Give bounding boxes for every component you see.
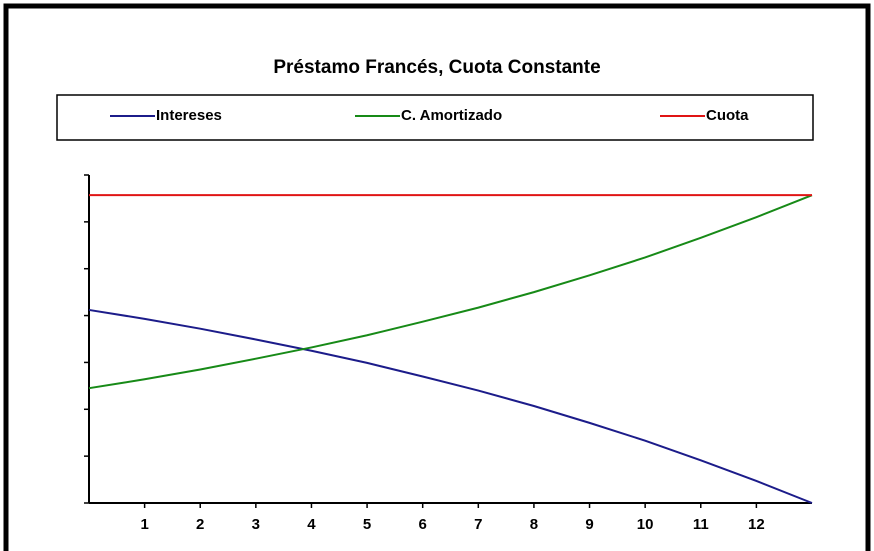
x-tick-label: 12 (748, 516, 765, 533)
chart-title: Préstamo Francés, Cuota Constante (273, 57, 600, 78)
x-tick-label: 3 (252, 516, 260, 533)
legend-label: C. Amortizado (401, 107, 502, 124)
x-tick-label: 4 (307, 516, 316, 533)
x-tick-label: 1 (140, 516, 148, 533)
chart-border (3, 3, 871, 551)
x-tick-label: 7 (474, 516, 482, 533)
x-tick-label: 5 (363, 516, 371, 533)
x-tick-label: 10 (637, 516, 654, 533)
x-tick-label: 6 (419, 516, 427, 533)
legend-label: Cuota (706, 107, 749, 124)
series-line (88, 194, 813, 390)
x-tick-label: 9 (585, 516, 593, 533)
legend-label: Intereses (156, 107, 222, 124)
legend-box (56, 94, 814, 141)
x-tick-label: 11 (693, 516, 709, 533)
x-tick-label: 2 (196, 516, 204, 533)
x-tick-label: 8 (530, 516, 538, 533)
series-line (88, 308, 813, 504)
